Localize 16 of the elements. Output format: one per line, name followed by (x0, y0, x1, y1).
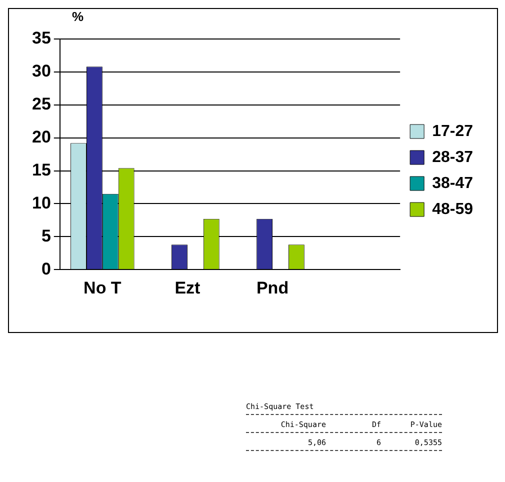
y-tick-label: 35 (32, 28, 51, 48)
legend-label: 38-47 (432, 174, 474, 192)
y-tick-label: 25 (32, 94, 51, 114)
legend-label: 17-27 (432, 122, 474, 140)
y-tick-label: 10 (32, 193, 51, 212)
x-tick-label: Ezt (174, 278, 201, 298)
y-tick-label: 5 (41, 226, 51, 246)
y-axis-title: % (72, 9, 84, 24)
y-tick-label: 15 (32, 160, 51, 180)
x-tick-label: No T (84, 278, 122, 298)
y-tick-label: 0 (41, 259, 51, 278)
legend-label: 28-37 (432, 148, 474, 166)
x-tick-label: Pnd (256, 278, 289, 298)
legend-label: 48-59 (432, 200, 474, 218)
y-tick-label: 30 (32, 62, 51, 81)
y-tick-label: 20 (32, 128, 51, 147)
